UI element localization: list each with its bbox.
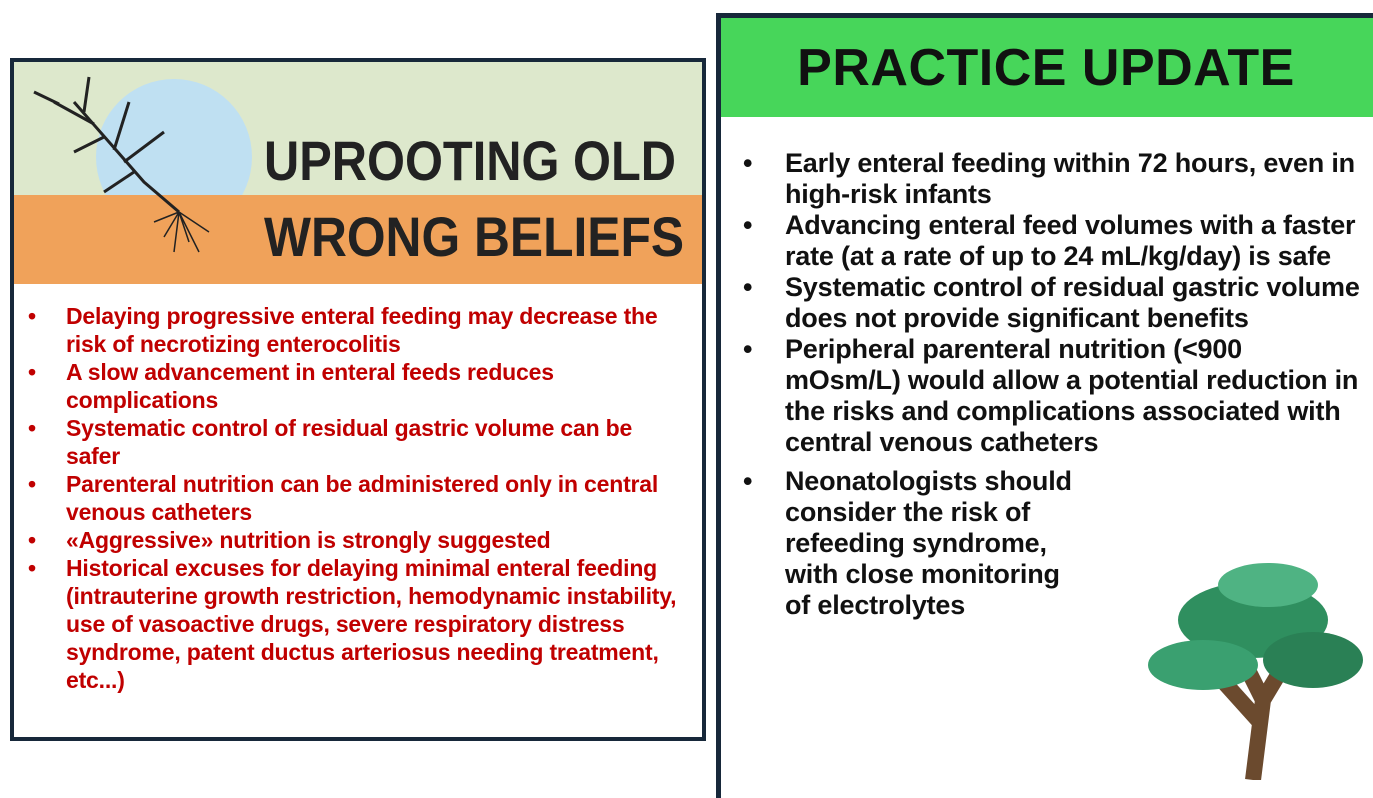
bullet-item: Advancing enteral feed volumes with a fa… — [743, 210, 1363, 272]
bullet-item: A slow advancement in enteral feeds redu… — [28, 358, 688, 414]
page: UPROOTING OLD WRONG BELIEFS Delaying pro… — [0, 0, 1373, 780]
foliage — [1218, 563, 1318, 607]
bullet-item: «Aggressive» nutrition is strongly sugge… — [28, 526, 688, 554]
header-illustration: UPROOTING OLD WRONG BELIEFS — [14, 62, 702, 284]
header: PRACTICE UPDATE — [721, 18, 1373, 117]
foliage — [1148, 640, 1258, 690]
title-line: UPROOTING OLD — [264, 129, 676, 192]
bullet-item: Systematic control of residual gastric v… — [28, 414, 688, 470]
foliage — [1263, 632, 1363, 688]
title-line: WRONG BELIEFS — [264, 205, 684, 268]
bullet-item: Early enteral feeding within 72 hours, e… — [743, 148, 1363, 210]
left-panel: UPROOTING OLD WRONG BELIEFS Delaying pro… — [10, 58, 706, 741]
belief-list: Delaying progressive enteral feeding may… — [28, 302, 688, 694]
bullet-item: Parenteral nutrition can be administered… — [28, 470, 688, 526]
bullet-item: Delaying progressive enteral feeding may… — [28, 302, 688, 358]
tree-illustration — [1133, 550, 1373, 780]
bullet-item: Historical excuses for delaying minimal … — [28, 554, 688, 694]
bullet-item: Systematic control of residual gastric v… — [743, 272, 1363, 334]
panel-title: PRACTICE UPDATE — [797, 38, 1295, 98]
bullet-item: Peripheral parenteral nutrition (<900 mO… — [743, 334, 1363, 458]
bullet-item: Neonatologists should consider the risk … — [743, 466, 1075, 621]
